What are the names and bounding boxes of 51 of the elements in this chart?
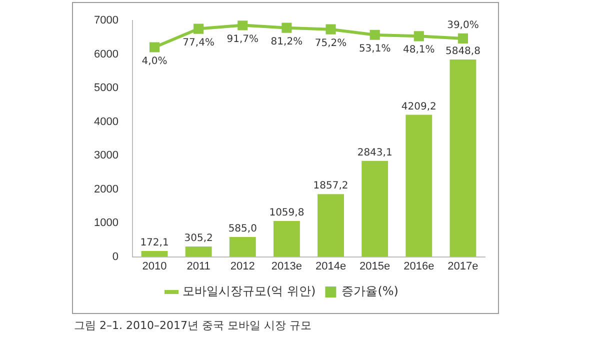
y-tick-label: 3000 — [94, 150, 118, 162]
y-tick-label: 5000 — [94, 82, 118, 94]
data-label: 75,2% — [314, 38, 347, 49]
data-label: 2843,1 — [357, 147, 392, 158]
y-tick-label: 0 — [112, 250, 118, 263]
x-tick-label: 2013e — [271, 260, 302, 272]
y-tick-label: 4000 — [94, 116, 118, 128]
bar — [450, 59, 476, 257]
data-label: 585,0 — [228, 224, 257, 235]
data-label: 1059,8 — [269, 208, 304, 219]
bar — [273, 221, 300, 257]
x-tick-label: 2014e — [315, 260, 346, 272]
point — [282, 22, 292, 33]
y-tick-label: 1000 — [94, 217, 118, 230]
data-label: 48,1% — [403, 44, 435, 56]
data-label: 305,2 — [184, 233, 213, 244]
data-label: 5848,8 — [445, 46, 480, 58]
point — [194, 24, 204, 34]
legend-label: 모바일시장규모(억 위안) — [182, 284, 316, 298]
legend-label: 증가율(%) — [342, 284, 398, 298]
bar — [362, 160, 388, 257]
bar — [141, 250, 168, 257]
point — [149, 42, 160, 52]
point — [326, 24, 336, 34]
point — [414, 31, 424, 42]
caption: 그림 2–1. 2010–2017년 중국 모바일 시장 규모 — [74, 318, 312, 333]
y-tick-label: 7000 — [94, 14, 118, 27]
y-tick-label: 6000 — [94, 48, 118, 60]
data-label: 4,0% — [142, 56, 168, 67]
bar — [229, 237, 256, 257]
data-label: 91,7% — [226, 34, 259, 45]
x-tick-label: 2011 — [186, 260, 210, 272]
y-tick-label: 2000 — [94, 183, 118, 196]
data-label: 4209,2 — [401, 101, 436, 112]
x-tick-label: 2017e — [448, 260, 478, 272]
point — [458, 33, 468, 44]
bar — [406, 114, 432, 257]
data-label: 39,0% — [447, 20, 479, 32]
bar — [318, 194, 344, 257]
data-label: 172,1 — [140, 238, 169, 249]
data-label: 77,4% — [182, 37, 214, 48]
data-label: 81,2% — [270, 36, 303, 48]
bar — [185, 246, 212, 257]
point — [370, 30, 380, 40]
data-label: 53,1% — [358, 43, 391, 54]
point — [238, 20, 248, 30]
x-tick-label: 2016e — [404, 260, 434, 272]
data-label: 1857,2 — [313, 180, 348, 192]
x-tick-label: 2010 — [142, 260, 167, 272]
x-tick-label: 2015e — [360, 260, 390, 272]
x-tick-label: 2012 — [230, 260, 255, 272]
